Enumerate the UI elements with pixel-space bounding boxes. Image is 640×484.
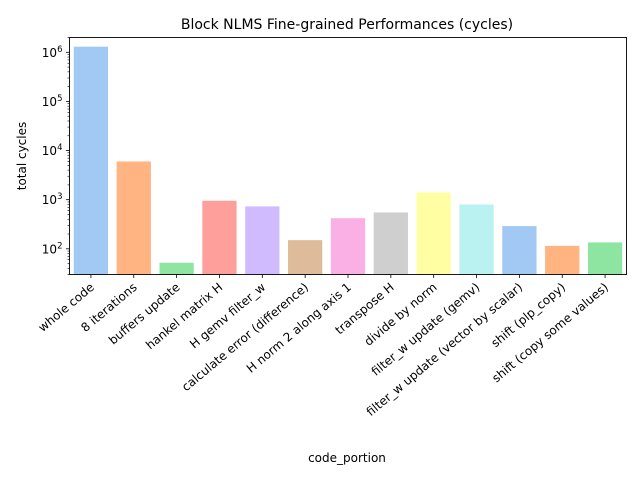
bar: [202, 200, 237, 275]
x-tick-label: shift (plp_copy): [488, 280, 568, 350]
chart-title: Block NLMS Fine-grained Performances (cy…: [181, 17, 513, 33]
bar: [545, 245, 580, 275]
plot-frame: [69, 37, 627, 275]
y-axis-label: total cycles: [15, 122, 29, 191]
bars-group: [73, 46, 623, 275]
bar: [288, 240, 323, 275]
bar: [459, 204, 494, 275]
y-tick-label: 104: [42, 143, 63, 158]
y-tick-label: 106: [42, 45, 63, 60]
y-tick-label: 105: [42, 94, 63, 109]
y-axis: 102 103 104 105 106: [42, 37, 70, 275]
bar: [587, 242, 623, 275]
x-tick-label: filter_w update (vector by scalar): [364, 280, 526, 419]
bar: [245, 206, 280, 275]
y-tick-label: 103: [42, 192, 63, 207]
x-tick-label: divide by norm: [362, 280, 440, 349]
x-axis-label: code_portion: [308, 451, 386, 465]
bar: [330, 218, 366, 275]
x-tick-label: H gemv filter_w: [187, 280, 268, 351]
bar: [373, 212, 408, 275]
y-tick-label: 102: [42, 241, 63, 256]
bar: [159, 262, 194, 275]
bar: [502, 226, 537, 275]
bar: [416, 192, 451, 275]
x-tick-label: hankel matrix H: [143, 280, 225, 352]
bar: [73, 46, 109, 275]
bar: [116, 161, 151, 275]
